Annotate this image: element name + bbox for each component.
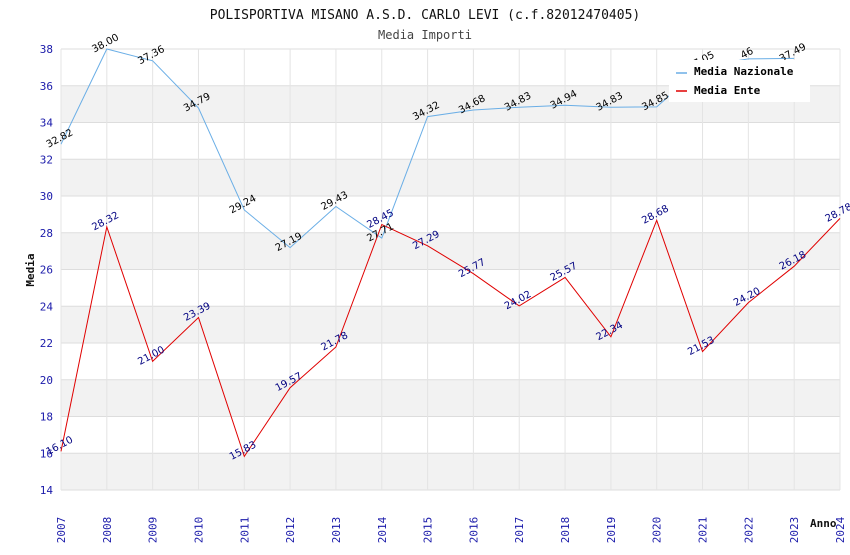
data-label-media-nazionale: 46 <box>739 46 755 62</box>
legend-label-media-nazionale: Media Nazionale <box>694 65 794 78</box>
x-tick-label: 2016 <box>467 517 480 544</box>
x-tick-label: 2015 <box>422 517 435 544</box>
chart-title: POLISPORTIVA MISANO A.S.D. CARLO LEVI (c… <box>210 8 640 23</box>
x-tick-label: 2017 <box>513 517 526 544</box>
x-tick-label: 2020 <box>651 517 664 544</box>
x-tick-label: 2011 <box>238 517 251 544</box>
y-tick-label: 26 <box>40 264 53 277</box>
y-tick-label: 24 <box>40 300 54 313</box>
y-tick-label: 28 <box>40 227 53 240</box>
y-tick-label: 38 <box>40 43 53 56</box>
x-tick-label: 2019 <box>605 517 618 544</box>
data-label-media-nazionale: 32.82 <box>45 127 75 150</box>
data-label-media-nazionale: 37.36 <box>136 44 166 67</box>
y-tick-label: 32 <box>40 153 53 166</box>
x-tick-label: 2009 <box>147 517 160 544</box>
grid-band <box>61 159 840 196</box>
x-tick-label: 2018 <box>559 517 572 544</box>
y-tick-label: 36 <box>40 80 53 93</box>
legend: Media Nazionale Media Ente <box>669 60 810 102</box>
x-tick-label: 2007 <box>55 517 68 544</box>
x-tick-label: 2014 <box>376 516 389 543</box>
x-tick-label: 2010 <box>192 517 205 544</box>
background-bands <box>61 85 840 490</box>
y-tick-label: 14 <box>40 484 54 497</box>
legend-box <box>669 60 810 102</box>
x-tick-label: 2023 <box>788 517 801 544</box>
y-axis-label: Media <box>24 253 37 286</box>
x-tick-label: 2022 <box>742 517 755 544</box>
x-tick-label: 2024 <box>834 516 847 543</box>
chart-subtitle: Media Importi <box>378 28 472 42</box>
legend-label-media-ente: Media Ente <box>694 84 761 97</box>
series-line-media-ente <box>60 218 841 458</box>
data-label-media-nazionale: 29.24 <box>228 193 258 216</box>
grid-band <box>61 453 840 490</box>
x-tick-label: 2013 <box>330 517 343 544</box>
data-label-media-ente: 21.00 <box>136 345 166 368</box>
x-tick-label: 2008 <box>101 517 114 544</box>
y-tick-label: 30 <box>40 190 53 203</box>
y-tick-label: 22 <box>40 337 53 350</box>
gridlines <box>60 48 841 491</box>
x-axis-label: Anno <box>810 517 837 530</box>
y-tick-label: 16 <box>40 447 53 460</box>
x-tick-label: 2012 <box>284 517 297 544</box>
x-tick-labels: 2007 2008 2009 2010 2011 2012 2013 2014 2015 2016… <box>55 516 847 543</box>
y-tick-labels: 14 16 18 20 22 24 26 28 30 32 34 36 38 <box>40 43 54 497</box>
x-tick-label: 2021 <box>697 517 710 544</box>
grid-band <box>61 232 840 270</box>
grid-band <box>61 379 840 417</box>
y-tick-label: 18 <box>40 411 53 424</box>
y-tick-label: 20 <box>40 374 53 387</box>
data-label-media-ente: 28.32 <box>90 210 120 233</box>
y-tick-label: 34 <box>40 117 54 130</box>
data-label-media-ente: 24.20 <box>732 286 762 309</box>
